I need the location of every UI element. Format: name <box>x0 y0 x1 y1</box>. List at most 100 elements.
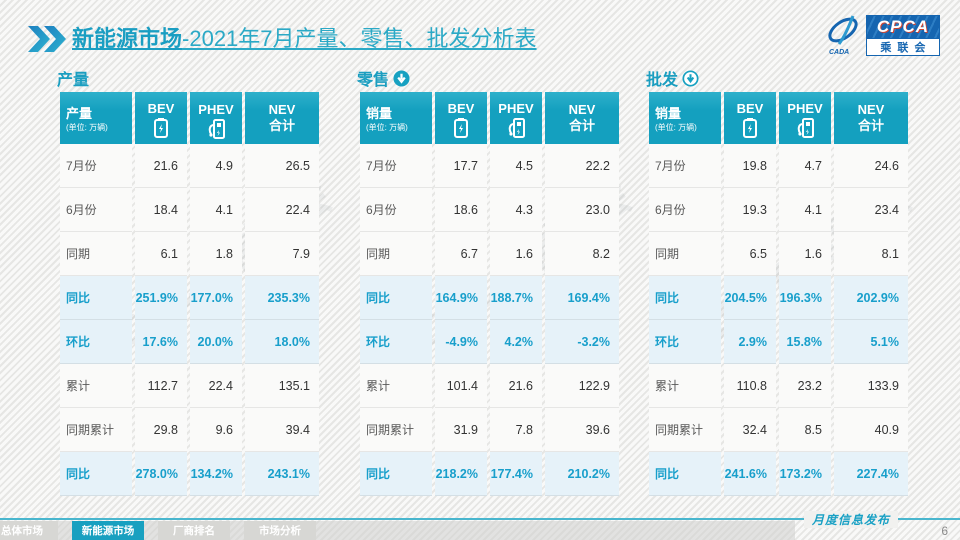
charger-icon <box>208 118 225 139</box>
metric-header: 产量 (单位: 万辆) <box>60 92 132 144</box>
cell-value: 7.9 <box>245 232 319 276</box>
phev-column-header: PHEV <box>490 92 542 144</box>
retail-table: 销量 (单位: 万辆) BEV PHEV <box>357 92 622 496</box>
cell-value: 40.9 <box>834 408 908 452</box>
cell-value: 18.4 <box>135 188 187 232</box>
cell-value: 1.8 <box>190 232 242 276</box>
section-title: 零售 <box>357 66 622 90</box>
footer-tab-新能源市场[interactable]: 新能源市场 <box>72 521 144 540</box>
row-label: 6月份 <box>360 188 432 232</box>
nev-column-header: NEV 合计 <box>245 92 319 144</box>
battery-icon <box>743 117 757 138</box>
section-title: 产量 <box>57 66 322 90</box>
row-label: 同期 <box>649 232 721 276</box>
table-row: 7月份 21.6 4.9 26.5 <box>60 144 319 188</box>
table-row: 累计 101.4 21.6 122.9 <box>360 364 619 408</box>
production-section: 产量 产量 (单位: 万辆) BEV PHEV <box>57 66 322 496</box>
cell-value: 210.2% <box>545 452 619 496</box>
table-header-row: 产量 (单位: 万辆) BEV PHEV <box>60 92 319 144</box>
table-row: 7月份 19.8 4.7 24.6 <box>649 144 908 188</box>
cell-value: 39.6 <box>545 408 619 452</box>
cell-value: 7.8 <box>490 408 542 452</box>
row-label: 同比 <box>360 276 432 320</box>
cell-value: 17.7 <box>435 144 487 188</box>
wholesale-section: 批发 销量 (单位: 万辆) BEV <box>646 66 911 496</box>
row-label: 环比 <box>360 320 432 364</box>
battery-icon <box>154 117 168 138</box>
cell-value: 164.9% <box>435 276 487 320</box>
cell-value: 31.9 <box>435 408 487 452</box>
metric-header: 销量 (单位: 万辆) <box>649 92 721 144</box>
cell-value: 112.7 <box>135 364 187 408</box>
footer-tab-厂商排名[interactable]: 厂商排名 <box>158 521 230 540</box>
cell-value: 21.6 <box>490 364 542 408</box>
cell-value: 9.6 <box>190 408 242 452</box>
row-label: 同比 <box>649 276 721 320</box>
cell-value: 243.1% <box>245 452 319 496</box>
cell-value: 2.9% <box>724 320 776 364</box>
cell-value: 177.4% <box>490 452 542 496</box>
cpca-logo-text: CPCA <box>865 14 940 39</box>
row-label: 同期累计 <box>60 408 132 452</box>
row-label: 累计 <box>649 364 721 408</box>
row-label: 同比 <box>60 276 132 320</box>
row-label: 6月份 <box>649 188 721 232</box>
section-label: 产量 <box>57 72 90 89</box>
double-chevron-icon <box>28 26 66 52</box>
cell-value: 8.5 <box>779 408 831 452</box>
footer-tab-市场分析[interactable]: 市场分析 <box>244 521 316 540</box>
row-label: 环比 <box>649 320 721 364</box>
cell-value: 5.1% <box>834 320 908 364</box>
section-label: 零售 <box>357 72 390 89</box>
cell-value: 22.4 <box>245 188 319 232</box>
table-row: 同期累计 31.9 7.8 39.6 <box>360 408 619 452</box>
cell-value: 241.6% <box>724 452 776 496</box>
bev-column-header: BEV <box>435 92 487 144</box>
row-label: 6月份 <box>60 188 132 232</box>
cell-value: -4.9% <box>435 320 487 364</box>
row-label: 同比 <box>360 452 432 496</box>
table-row: 同期累计 29.8 9.6 39.4 <box>60 408 319 452</box>
cpca-logo: CADA CPCA 乘联会 <box>825 14 940 56</box>
table-row: 同比 278.0% 134.2% 243.1% <box>60 452 319 496</box>
cell-value: 134.2% <box>190 452 242 496</box>
cell-value: 278.0% <box>135 452 187 496</box>
table-row: 同期 6.1 1.8 7.9 <box>60 232 319 276</box>
production-table: 产量 (单位: 万辆) BEV PHEV <box>57 92 322 496</box>
cell-value: 24.6 <box>834 144 908 188</box>
table-header-row: 销量 (单位: 万辆) BEV PHEV <box>649 92 908 144</box>
down-arrow-filled-icon <box>393 69 410 87</box>
battery-icon <box>454 117 468 138</box>
cell-value: 6.7 <box>435 232 487 276</box>
cell-value: 23.2 <box>779 364 831 408</box>
cell-value: 177.0% <box>190 276 242 320</box>
cell-value: 4.1 <box>190 188 242 232</box>
table-row: 同比 164.9% 188.7% 169.4% <box>360 276 619 320</box>
table-row: 环比 17.6% 20.0% 18.0% <box>60 320 319 364</box>
table-row: 同比 204.5% 196.3% 202.9% <box>649 276 908 320</box>
footer-divider <box>0 518 960 520</box>
cell-value: 19.3 <box>724 188 776 232</box>
row-label: 累计 <box>60 364 132 408</box>
cpca-swoosh-icon: CADA <box>828 15 858 56</box>
cell-value: 26.5 <box>245 144 319 188</box>
cell-value: 1.6 <box>779 232 831 276</box>
cell-value: 169.4% <box>545 276 619 320</box>
row-label: 同期 <box>60 232 132 276</box>
row-label: 同期 <box>360 232 432 276</box>
row-label: 同比 <box>649 452 721 496</box>
cell-value: 19.8 <box>724 144 776 188</box>
row-label: 7月份 <box>649 144 721 188</box>
cell-value: 133.9 <box>834 364 908 408</box>
footer-tab-总体市场[interactable]: 总体市场 <box>0 521 58 540</box>
cell-value: 235.3% <box>245 276 319 320</box>
publish-label: 月度信息发布 <box>803 511 898 528</box>
table-row: 同期 6.7 1.6 8.2 <box>360 232 619 276</box>
page-title-highlight: 新能源市场 <box>72 26 183 51</box>
phev-column-header: PHEV <box>190 92 242 144</box>
cell-value: 110.8 <box>724 364 776 408</box>
page-number: 6 <box>941 524 948 538</box>
cell-value: 218.2% <box>435 452 487 496</box>
cell-value: -3.2% <box>545 320 619 364</box>
